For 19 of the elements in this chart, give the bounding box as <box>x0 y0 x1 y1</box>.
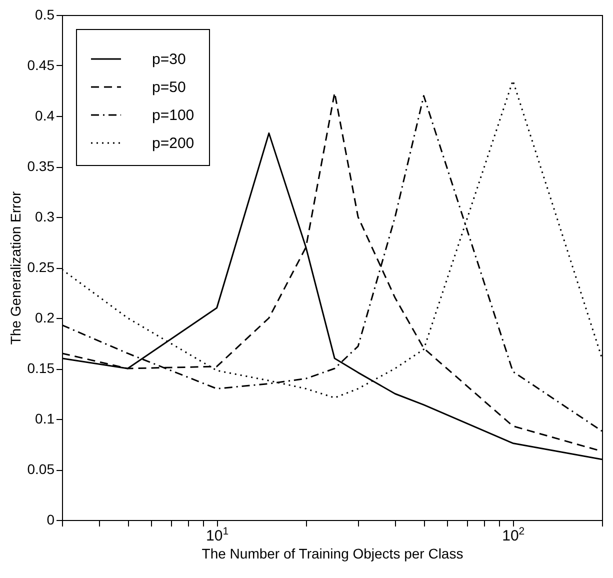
y-tick-label: 0.25 <box>27 259 55 275</box>
y-tick-label: 0 <box>46 512 55 528</box>
legend-label: p=200 <box>152 135 194 152</box>
legend-label: p=100 <box>152 107 194 124</box>
y-tick-label: 0.2 <box>35 310 55 326</box>
y-tick-label: 0.35 <box>27 158 55 174</box>
legend-label: p=50 <box>152 79 186 96</box>
y-tick-label: 0.45 <box>27 57 55 73</box>
y-tick-label: 0.3 <box>35 208 55 224</box>
x-axis-title: The Number of Training Objects per Class <box>202 546 464 562</box>
y-axis-title: The Generalization Error <box>7 191 24 345</box>
y-tick-label: 0.4 <box>35 108 55 124</box>
y-tick-label: 0.15 <box>27 360 55 376</box>
x-tick-label: 10$^{1}$ <box>206 526 229 544</box>
x-tick-label: 10$^{2}$ <box>502 526 525 544</box>
y-tick-label: 0.1 <box>35 410 55 426</box>
legend-label: p=30 <box>152 51 186 68</box>
y-tick-label: 0.05 <box>27 461 55 477</box>
y-tick-label: 0.5 <box>35 6 55 22</box>
